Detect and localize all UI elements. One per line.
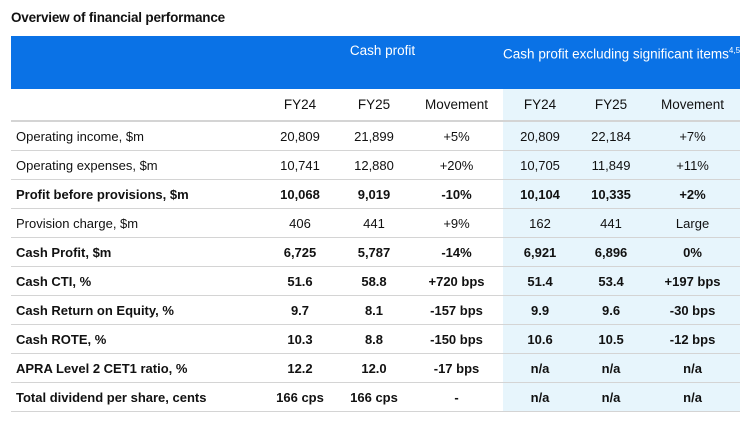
table-cell: -14% xyxy=(410,237,504,267)
row-label: Operating expenses, $m xyxy=(11,150,262,180)
row-label: Cash Return on Equity, % xyxy=(11,295,262,325)
row-label: Total dividend per share, cents xyxy=(11,382,262,412)
table-row: Operating expenses, $m 10,741 12,880 +20% 10… xyxy=(11,150,741,180)
row-label: APRA Level 2 CET1 ratio, % xyxy=(11,353,262,383)
table-cell: -17 bps xyxy=(410,353,504,383)
column-header-fy25: FY25 xyxy=(577,89,646,122)
table-row: Profit before provisions, $m 10,068 9,019-… xyxy=(11,179,741,209)
table-row: Provision charge, $m 406 441 +9% 162 441 Large xyxy=(11,208,741,238)
table-cell: 10,335 xyxy=(577,179,646,209)
financial-performance-table: Cash profit Cash profit excluding signif… xyxy=(11,36,741,412)
table-cell: 5,787 xyxy=(338,237,410,267)
table-cell: 58.8 xyxy=(338,266,410,296)
table-row: Cash Return on Equity, % 9.7 8.1 -157 bps 9.… xyxy=(11,295,741,325)
table-cell: 21,899 xyxy=(338,121,410,151)
row-label: Cash ROTE, % xyxy=(11,324,262,354)
subheader-blank xyxy=(11,89,262,122)
row-label: Cash Profit, $m xyxy=(11,237,262,267)
table-cell: n/a xyxy=(577,353,646,383)
column-header-movement: Movement xyxy=(410,89,504,122)
table-cell: -150 bps xyxy=(410,324,504,354)
row-label: Cash CTI, % xyxy=(11,266,262,296)
table-cell: 10,741 xyxy=(262,150,338,180)
table-cell: 20,809 xyxy=(503,121,578,151)
table-cell: 166 cps xyxy=(338,382,410,412)
table-cell: 12.2 xyxy=(262,353,338,383)
table-cell: +5% xyxy=(410,121,504,151)
table-row: Cash ROTE, % 10.3 8.8 -150 bps 10.6 10.5 -12 b… xyxy=(11,324,741,354)
table-cell: +720 bps xyxy=(410,266,504,296)
table-cell: 51.6 xyxy=(262,266,338,296)
table-cell: 22,184 xyxy=(577,121,646,151)
table-cell: 10,104 xyxy=(503,179,578,209)
table-cell: 6,896 xyxy=(577,237,646,267)
table-cell: -157 bps xyxy=(410,295,504,325)
table-cell: 9.7 xyxy=(262,295,338,325)
table-cell: 8.8 xyxy=(338,324,410,354)
table-cell: n/a xyxy=(645,382,741,412)
table-cell: 10.3 xyxy=(262,324,338,354)
row-label: Operating income, $m xyxy=(11,121,262,151)
row-label: Provision charge, $m xyxy=(11,208,262,238)
table-cell: +197 bps xyxy=(645,266,741,296)
table-cell: 9,019 xyxy=(338,179,410,209)
table-cell: 10.5 xyxy=(577,324,646,354)
table-cell: 406 xyxy=(262,208,338,238)
table-row: Cash Profit, $m 6,725 5,787 -14% 6,921 6,896 0… xyxy=(11,237,741,267)
table-row: Cash CTI, % 51.6 58.8 +720 bps 51.4 53.4 +197 … xyxy=(11,266,741,296)
table-cell: 12,880 xyxy=(338,150,410,180)
header-blank xyxy=(11,36,262,89)
table-cell: -12 bps xyxy=(645,324,741,354)
table-cell: 0% xyxy=(645,237,741,267)
table-cell: +2% xyxy=(645,179,741,209)
table-title: Overview of financial performance xyxy=(11,10,225,25)
table-cell: 441 xyxy=(577,208,646,238)
table-row: Operating income, $m 20,809 21,899 +5% 20,80… xyxy=(11,121,741,151)
group-header-cash-profit: Cash profit xyxy=(262,36,504,89)
table-cell: Large xyxy=(645,208,741,238)
table-row: APRA Level 2 CET1 ratio, % 12.2 12.0 -17 bp… xyxy=(11,353,741,383)
table-cell: +9% xyxy=(410,208,504,238)
table-cell: n/a xyxy=(503,353,578,383)
table-cell: 6,921 xyxy=(503,237,578,267)
table-cell: 9.9 xyxy=(503,295,578,325)
table-cell: 10,705 xyxy=(503,150,578,180)
table-cell: 12.0 xyxy=(338,353,410,383)
table-row: Total dividend per share, cents 166 cps 16… xyxy=(11,382,741,412)
table-cell: 6,725 xyxy=(262,237,338,267)
table-cell: 20,809 xyxy=(262,121,338,151)
column-header-fy25: FY25 xyxy=(338,89,410,122)
table-cell: 51.4 xyxy=(503,266,578,296)
group-header-excluding: Cash profit excluding significant items4… xyxy=(503,36,741,89)
table-cell: 53.4 xyxy=(577,266,646,296)
column-header-fy24: FY24 xyxy=(262,89,338,122)
column-header-fy24: FY24 xyxy=(503,89,578,122)
table-cell: n/a xyxy=(503,382,578,412)
table-cell: -10% xyxy=(410,179,504,209)
table-cell: +20% xyxy=(410,150,504,180)
table-cell: 166 cps xyxy=(262,382,338,412)
table-cell: 162 xyxy=(503,208,578,238)
table-cell: 8.1 xyxy=(338,295,410,325)
group-header-excluding-text: Cash profit excluding significant items xyxy=(503,46,729,62)
row-label: Profit before provisions, $m xyxy=(11,179,262,209)
table-cell: 10.6 xyxy=(503,324,578,354)
footnote-ref: 4,5 xyxy=(728,46,741,55)
column-header-movement: Movement xyxy=(645,89,741,122)
table-cell: n/a xyxy=(645,353,741,383)
table-cell: -30 bps xyxy=(645,295,741,325)
table-cell: 441 xyxy=(338,208,410,238)
table-cell: - xyxy=(410,382,504,412)
table-cell: 11,849 xyxy=(577,150,646,180)
table-cell: 9.6 xyxy=(577,295,646,325)
table-cell: +11% xyxy=(645,150,741,180)
table-cell: 10,068 xyxy=(262,179,338,209)
table-cell: n/a xyxy=(577,382,646,412)
table-cell: +7% xyxy=(645,121,741,151)
